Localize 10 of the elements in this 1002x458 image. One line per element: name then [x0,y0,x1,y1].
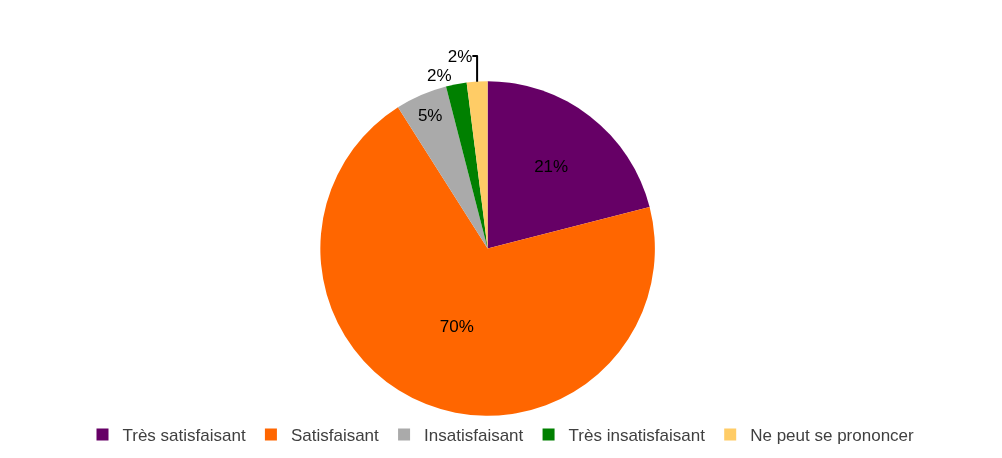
legend-label: Insatisfaisant [424,426,524,446]
data-label: 5% [417,106,443,126]
legend-label: Ne peut se prononcer [750,426,915,446]
data-label: 21% [534,157,569,177]
data-label: 2% [447,46,473,66]
legend-label: Très satisfaisant [122,426,246,446]
data-label: 70% [439,316,474,336]
legend-label: Satisfaisant [290,426,380,446]
data-label: 2% [426,65,452,85]
legend-label: Très insatisfaisant [568,426,706,446]
